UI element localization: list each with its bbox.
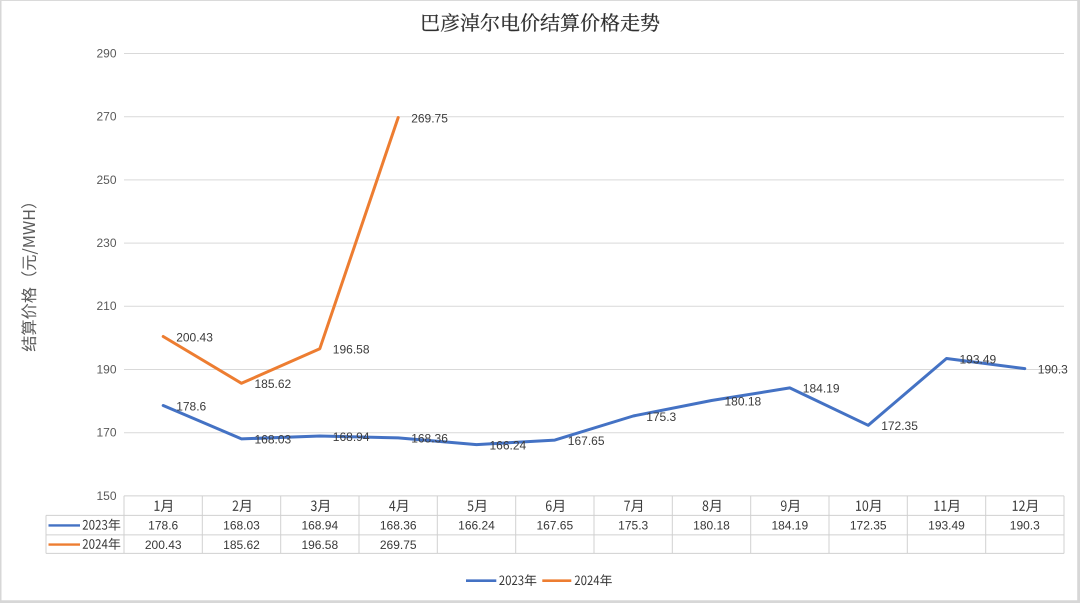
- svg-text:150: 150: [96, 489, 116, 503]
- svg-text:168.03: 168.03: [255, 433, 292, 447]
- svg-text:180.18: 180.18: [693, 519, 730, 533]
- svg-text:168.36: 168.36: [411, 432, 448, 446]
- svg-text:193.49: 193.49: [960, 352, 997, 366]
- svg-text:269.75: 269.75: [380, 538, 417, 552]
- svg-text:167.65: 167.65: [536, 519, 573, 533]
- svg-text:168.94: 168.94: [301, 519, 338, 533]
- svg-text:250: 250: [96, 173, 116, 187]
- svg-text:210: 210: [96, 299, 116, 313]
- svg-text:185.62: 185.62: [223, 538, 260, 552]
- svg-text:196.58: 196.58: [333, 343, 370, 357]
- svg-text:184.19: 184.19: [771, 519, 808, 533]
- svg-text:168.03: 168.03: [223, 519, 260, 533]
- svg-text:185.62: 185.62: [255, 377, 292, 391]
- svg-text:230: 230: [96, 236, 116, 250]
- svg-text:196.58: 196.58: [301, 538, 338, 552]
- svg-text:190.3: 190.3: [1038, 362, 1068, 376]
- svg-text:175.3: 175.3: [646, 410, 676, 424]
- svg-text:168.94: 168.94: [333, 430, 370, 444]
- svg-text:190.3: 190.3: [1010, 519, 1040, 533]
- svg-text:180.18: 180.18: [725, 394, 762, 408]
- svg-text:290: 290: [96, 46, 116, 60]
- svg-text:190: 190: [96, 362, 116, 376]
- svg-text:172.35: 172.35: [881, 419, 918, 433]
- svg-text:200.43: 200.43: [145, 538, 182, 552]
- svg-text:168.36: 168.36: [380, 519, 417, 533]
- svg-text:184.19: 184.19: [803, 382, 840, 396]
- svg-text:193.49: 193.49: [928, 519, 965, 533]
- svg-text:269.75: 269.75: [411, 111, 448, 125]
- svg-text:166.24: 166.24: [458, 519, 495, 533]
- svg-text:270: 270: [96, 110, 116, 124]
- svg-text:170: 170: [96, 426, 116, 440]
- svg-text:167.65: 167.65: [568, 434, 605, 448]
- svg-text:200.43: 200.43: [176, 330, 213, 344]
- svg-text:178.6: 178.6: [148, 519, 178, 533]
- svg-text:172.35: 172.35: [850, 519, 887, 533]
- svg-text:178.6: 178.6: [176, 399, 206, 413]
- svg-text:166.24: 166.24: [490, 438, 527, 452]
- svg-text:175.3: 175.3: [618, 519, 648, 533]
